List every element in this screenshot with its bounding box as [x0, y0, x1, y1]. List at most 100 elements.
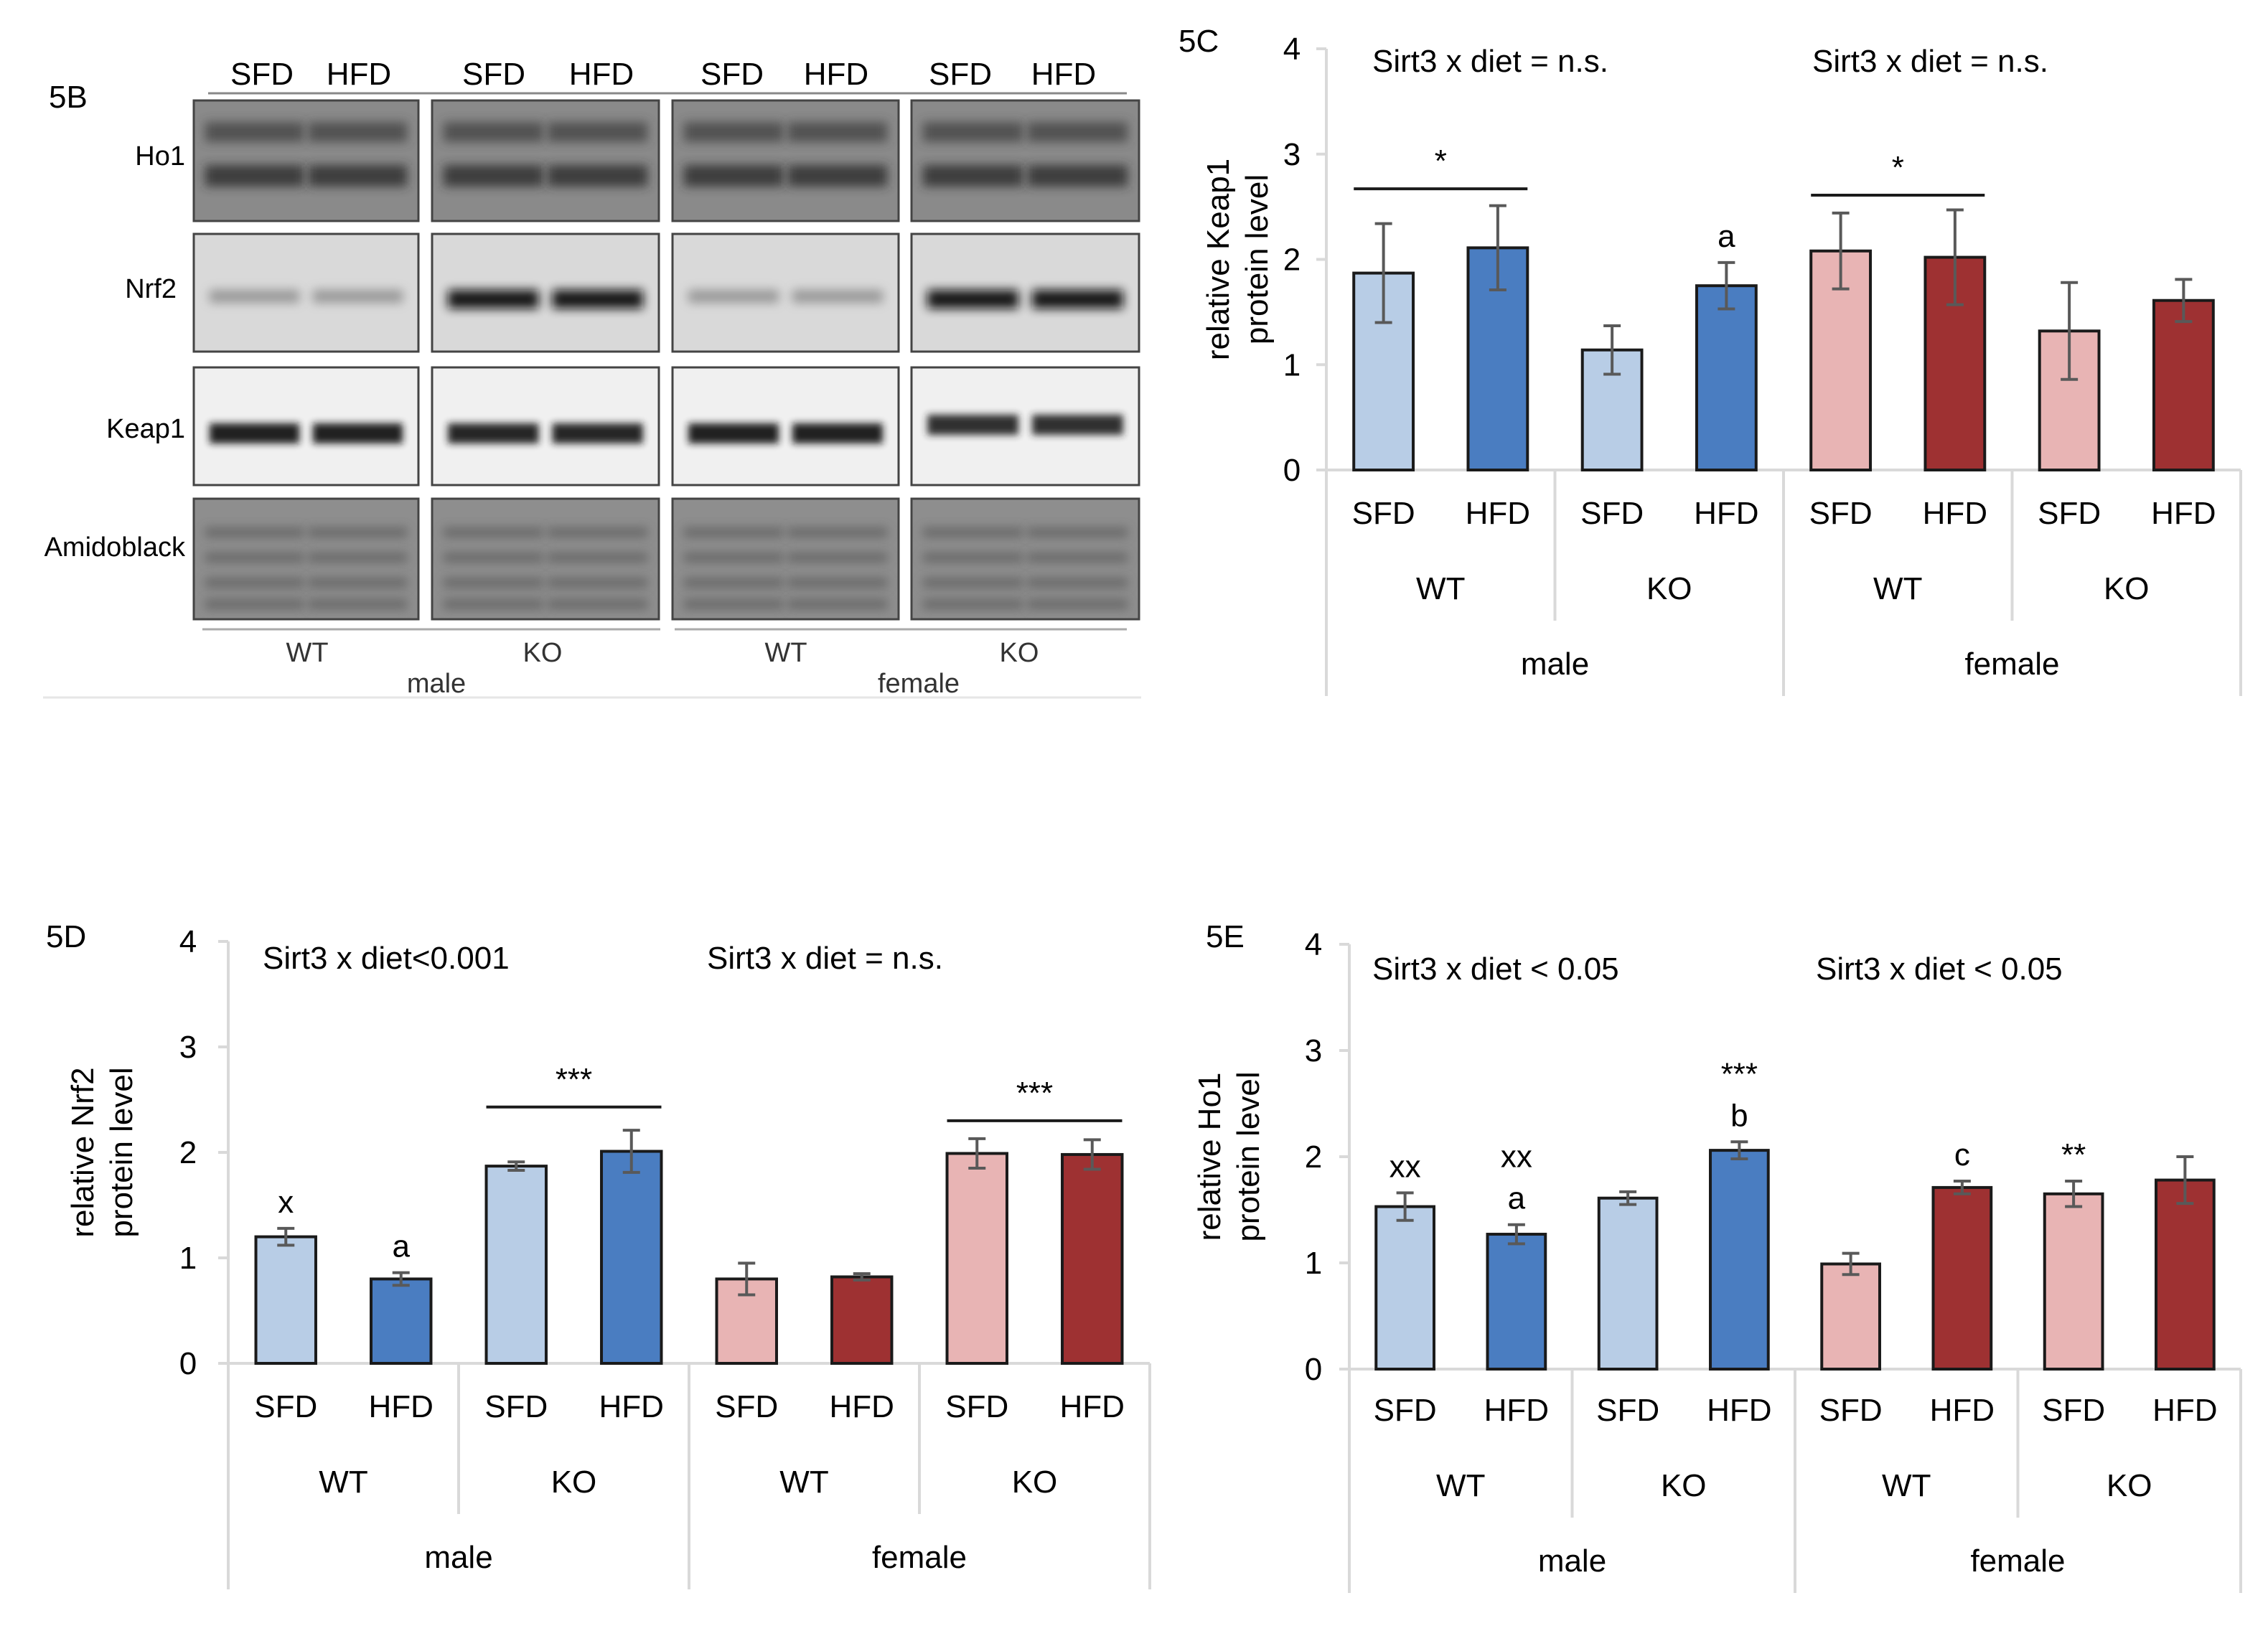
chart-5e-ho1: 5E 0 1 2 3 4 relative Ho1 protein level Sirt3 x … [1192, 919, 2242, 1593]
sex-label: female [872, 1540, 967, 1575]
blot-band [787, 165, 888, 187]
blot-band [548, 578, 648, 588]
interaction-label: Sirt3 x diet = n.s. [1812, 44, 2048, 79]
blot-diet-header: HFD [1031, 57, 1096, 92]
blot-band [308, 122, 408, 142]
bar [1931, 1185, 1993, 1371]
genotype-label: WT [1416, 571, 1465, 606]
bar [370, 1277, 433, 1366]
interaction-label: Sirt3 x diet < 0.05 [1372, 951, 1619, 987]
panel-label: 5C [1178, 24, 1219, 59]
y-tick-label: 4 [1283, 32, 1301, 67]
bar [254, 1235, 317, 1365]
bar-annotation: b [1730, 1098, 1748, 1133]
blot-diet-header: HFD [569, 57, 634, 92]
blot-band [792, 290, 883, 303]
x-tick-label: HFD [369, 1389, 434, 1424]
blot-diet-header: SFD [700, 57, 764, 92]
sex-label: female [1964, 647, 2059, 682]
bar-annotation: c [1954, 1137, 1970, 1172]
y-tick-label: 1 [1305, 1246, 1322, 1281]
y-tick-label: 2 [1283, 243, 1301, 278]
bar [1709, 1149, 1770, 1371]
sex-label: male [1521, 647, 1589, 682]
bar-annotation: xx [1501, 1139, 1532, 1175]
bar [484, 1165, 548, 1365]
x-tick-label: HFD [1466, 496, 1530, 531]
bar [1820, 1262, 1881, 1371]
interaction-label: Sirt3 x diet < 0.05 [1816, 951, 2063, 987]
blot-row-label-amidoblack: Amidoblack [44, 532, 186, 563]
blot-band [1027, 553, 1128, 563]
y-tick-label: 1 [179, 1241, 197, 1276]
blot-band [922, 122, 1023, 142]
blot-band [312, 423, 403, 443]
blot-band [448, 290, 539, 309]
blot-band [548, 553, 648, 563]
blot-band [922, 599, 1023, 609]
blot-genotype-label: WT [286, 638, 328, 668]
bar-annotation: a [1508, 1181, 1526, 1216]
blot-band [683, 165, 784, 187]
y-tick-label: 2 [179, 1135, 197, 1170]
blot-band [1027, 527, 1128, 537]
bar-annotation: a [393, 1229, 411, 1264]
blot-genotype-label: KO [523, 638, 563, 668]
blot-band [308, 165, 408, 187]
genotype-label: KO [1661, 1468, 1707, 1503]
blot-band [1027, 599, 1128, 609]
y-tick-label: 4 [179, 924, 197, 959]
x-tick-label: HFD [1694, 496, 1758, 531]
blot-band [683, 122, 784, 142]
blot-band [552, 423, 643, 443]
blot-diet-header: SFD [462, 57, 525, 92]
blot-band [205, 527, 304, 537]
x-tick-label: SFD [1819, 1393, 1883, 1428]
blot-band [787, 122, 888, 142]
x-tick-label: SFD [2038, 496, 2101, 531]
panel-label: 5D [46, 919, 86, 954]
x-tick-label: SFD [1580, 496, 1644, 531]
significance-label: * [1892, 150, 1904, 185]
blot-band [922, 578, 1023, 588]
genotype-label: KO [1012, 1465, 1058, 1500]
bar-annotation: x [278, 1185, 294, 1220]
x-tick-label: SFD [1809, 496, 1873, 531]
blot-band [448, 423, 539, 443]
blot-box [910, 99, 1140, 222]
blot-band [443, 122, 543, 142]
blot-box [192, 99, 420, 222]
sex-label: male [424, 1540, 492, 1575]
blot-row-label-nrf2: Nrf2 [125, 274, 177, 304]
blot-band [443, 527, 543, 537]
y-tick-label: 3 [1283, 137, 1301, 172]
blot-band [308, 578, 408, 588]
x-tick-label: HFD [1930, 1393, 1995, 1428]
bar [2043, 1192, 2104, 1371]
interaction-label: Sirt3 x diet = n.s. [707, 941, 943, 976]
blot-box [431, 99, 660, 222]
x-tick-label: SFD [254, 1389, 317, 1424]
blot-band [443, 599, 543, 609]
bar-annotation: xx [1390, 1149, 1421, 1184]
blot-band [308, 527, 408, 537]
blot-band [922, 165, 1023, 187]
blot-band [1032, 415, 1123, 435]
bar [945, 1152, 1008, 1365]
bar [2155, 1178, 2216, 1371]
blot-band [443, 165, 543, 187]
chart-5c-keap1: 5C 0 1 2 3 4 relative Keap1 protein level Sirt3 … [1178, 24, 2242, 696]
y-tick-label: 0 [1305, 1352, 1322, 1387]
bar-annotation: a [1718, 219, 1735, 254]
blot-band [312, 290, 403, 303]
blot-band [552, 290, 643, 309]
blot-band [787, 553, 888, 563]
blot-band [443, 578, 543, 588]
genotype-label: KO [551, 1465, 597, 1500]
y-axis-label: relative Ho1 protein level [1192, 1071, 1266, 1241]
bar [1695, 284, 1758, 471]
blot-diet-headers: SFD HFD SFD HFD SFD HFD SFD HFD [230, 57, 1096, 92]
blot-band [205, 165, 304, 187]
x-tick-label: HFD [1060, 1389, 1125, 1424]
